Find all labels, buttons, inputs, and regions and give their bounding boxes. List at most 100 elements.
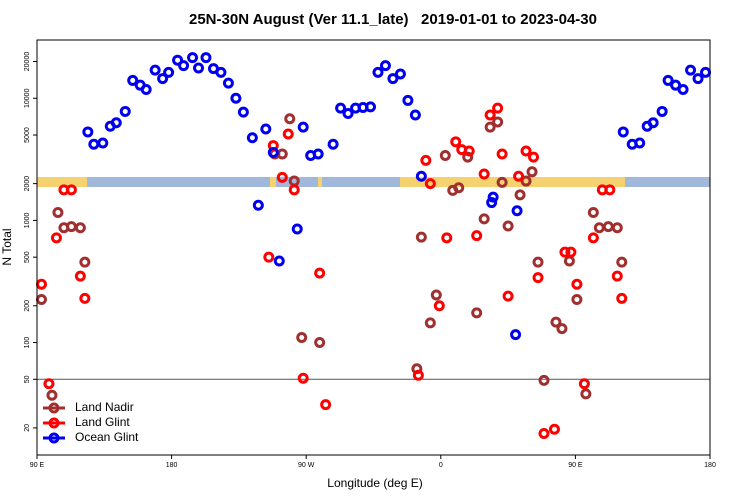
point: [692, 73, 704, 85]
x-tick-label: 180: [704, 462, 716, 469]
point: [471, 230, 483, 242]
point: [502, 220, 514, 232]
point: [402, 94, 414, 106]
point: [297, 121, 309, 133]
point: [556, 323, 568, 335]
point: [237, 106, 249, 118]
point: [52, 207, 64, 219]
point: [110, 117, 122, 129]
point: [526, 166, 538, 178]
point: [550, 316, 562, 328]
y-tick-label: 50: [24, 375, 31, 383]
point: [119, 105, 131, 117]
point: [662, 74, 674, 86]
point: [46, 389, 58, 401]
y-tick-label: 1000: [24, 213, 31, 229]
point: [513, 170, 525, 182]
point: [450, 136, 462, 148]
point: [420, 154, 432, 166]
point: [496, 148, 508, 160]
point: [496, 176, 508, 188]
band-ocean: [87, 177, 270, 187]
point: [50, 232, 62, 244]
point: [424, 317, 436, 329]
series: [82, 52, 712, 341]
point: [163, 66, 175, 78]
point: [578, 378, 590, 390]
point: [335, 102, 347, 114]
y-tick-label: 5000: [24, 127, 31, 143]
point: [463, 145, 475, 157]
point: [327, 138, 339, 150]
point: [187, 52, 199, 64]
point: [478, 168, 490, 180]
point: [462, 151, 474, 163]
point: [484, 121, 496, 133]
point: [604, 184, 616, 196]
point: [611, 270, 623, 282]
band-land: [318, 177, 322, 187]
point: [263, 251, 275, 263]
y-tick-label: 20: [24, 424, 31, 432]
point: [532, 272, 544, 284]
point: [487, 191, 499, 203]
point: [79, 256, 91, 268]
point: [267, 146, 279, 158]
y-tick-label: 100: [24, 337, 31, 349]
point: [379, 60, 391, 72]
point: [149, 64, 161, 76]
point: [79, 292, 91, 304]
point: [587, 207, 599, 219]
point: [510, 329, 522, 341]
point: [502, 290, 514, 302]
point: [297, 372, 309, 384]
point: [617, 126, 629, 138]
band-land: [37, 177, 87, 187]
point: [314, 337, 326, 349]
legend-label: Land Nadir: [75, 400, 134, 414]
point: [178, 60, 190, 72]
point: [252, 199, 264, 211]
point: [647, 117, 659, 129]
x-tick-label: 90 E: [568, 462, 583, 469]
series: [35, 102, 628, 439]
chart-title: 25N-30N August (Ver 11.1_late) 2019-01-0…: [189, 11, 597, 28]
point: [685, 64, 697, 76]
point: [439, 149, 451, 161]
point: [284, 113, 296, 125]
point: [532, 256, 544, 268]
point: [412, 369, 424, 381]
point: [571, 278, 583, 290]
y-tick-label: 500: [24, 251, 31, 263]
x-tick-label: 0: [439, 462, 443, 469]
point: [320, 399, 332, 411]
point: [288, 184, 300, 196]
point: [260, 123, 272, 135]
y-tick-label: 2000: [24, 176, 31, 192]
x-axis-label: Longitude (deg E): [327, 476, 422, 490]
x-tick-label: 90 E: [30, 462, 45, 469]
point: [538, 374, 550, 386]
point: [276, 171, 288, 183]
legend-marker: [48, 402, 60, 414]
point: [471, 307, 483, 319]
point: [172, 54, 184, 66]
point: [65, 184, 77, 196]
point: [200, 52, 212, 64]
point: [433, 300, 445, 312]
band-land: [270, 177, 276, 187]
point: [74, 270, 86, 282]
point: [634, 137, 646, 149]
point: [394, 68, 406, 80]
point: [97, 137, 109, 149]
point: [670, 79, 682, 91]
point: [565, 246, 577, 258]
point: [127, 74, 139, 86]
y-tick-label: 200: [24, 300, 31, 312]
y-tick-label: 20000: [24, 52, 31, 72]
point: [230, 92, 242, 104]
point: [215, 66, 227, 78]
point: [282, 128, 294, 140]
